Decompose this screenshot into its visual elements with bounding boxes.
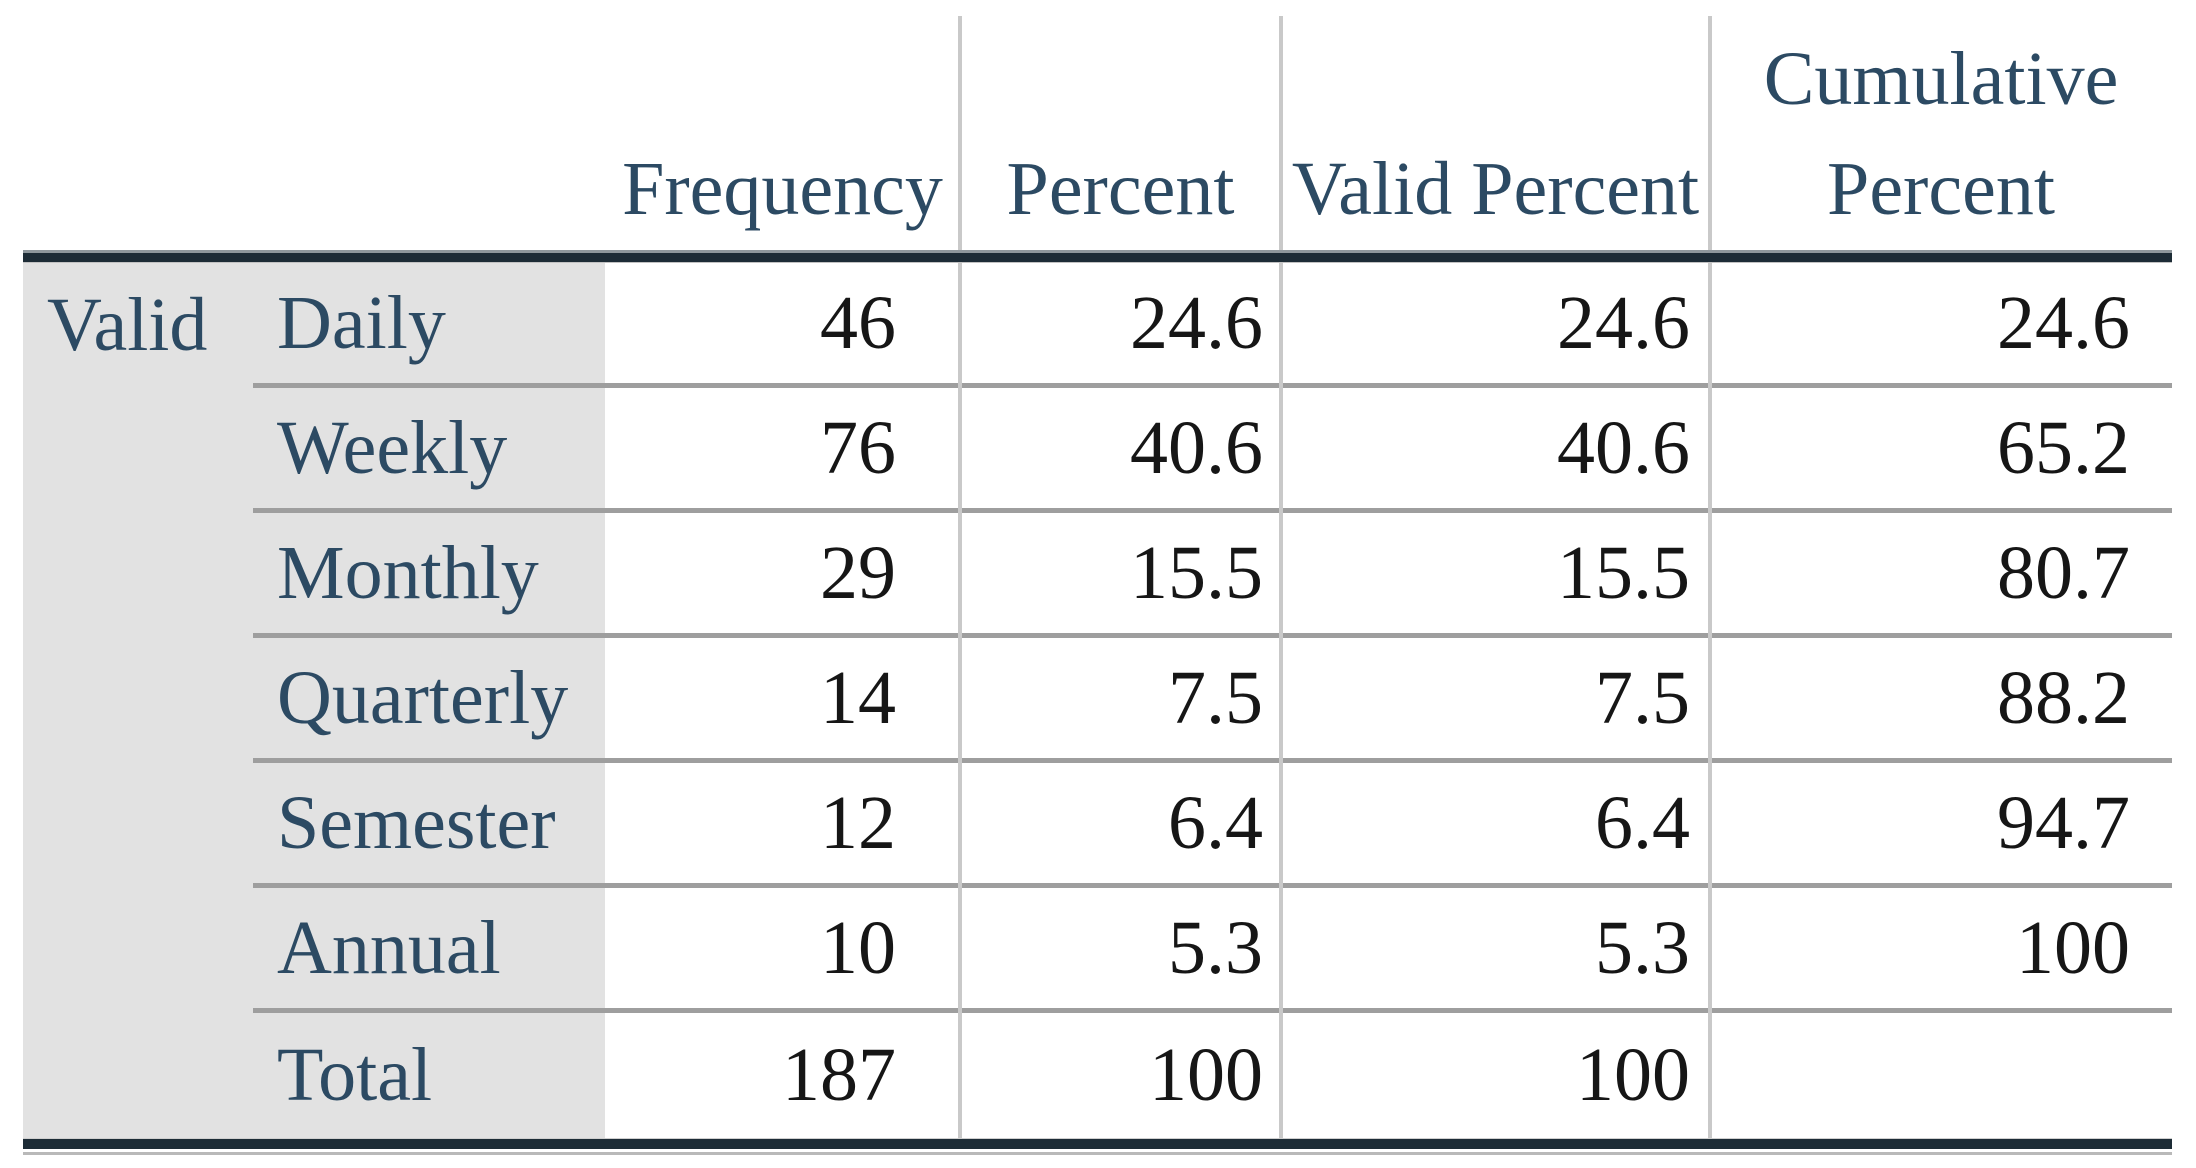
column-divider-percent-validpercent [1279,16,1283,1138]
percent-value: 100 [1149,1033,1263,1117]
table-row-semester: Semester 12 6.4 6.4 94.7 [23,763,2172,888]
cumulative-percent-value [1710,1013,2172,1138]
valid-percent-value: 7.5 [1281,638,1710,763]
stub-cell [23,888,253,1013]
header-bottom-rule [23,250,2172,263]
valid-percent-value: 15.5 [1281,513,1710,638]
row-label: Daily [253,263,605,388]
percent-value: 24.6 [960,263,1281,388]
table-body: Valid Daily 46 24.6 24.6 24.6 Weekly 76 … [23,263,2172,1138]
percent-value: 15.5 [960,513,1281,638]
percent-value: 5.3 [960,888,1281,1013]
table-row-quarterly: Quarterly 14 7.5 7.5 88.2 [23,638,2172,763]
frequency-table: Frequency Percent Valid Percent Cumulati… [23,0,2172,1155]
cumulative-percent-value: 24.6 [1710,263,2172,388]
cumulative-percent-value: 65.2 [1710,388,2172,513]
row-label: Quarterly [253,638,605,763]
cumulative-percent-value: 88.2 [1710,638,2172,763]
header-cell-valid-percent: Valid Percent [1291,147,1700,231]
header-cell-stub [23,0,253,250]
row-label: Semester [253,763,605,888]
frequency-value: 12 [605,763,960,888]
row-label: Monthly [253,513,605,638]
table-row-daily: Valid Daily 46 24.6 24.6 24.6 [23,263,2172,388]
frequency-value: 46 [605,263,960,388]
table-header-row: Frequency Percent Valid Percent Cumulati… [23,0,2172,250]
frequency-value: 187 [782,1033,896,1117]
frequency-value: 14 [605,638,960,763]
table-bottom-rule [23,1138,2172,1155]
header-cell-frequency: Frequency [622,147,943,231]
stub-cell [23,638,253,763]
row-label: Total [253,1013,605,1138]
valid-percent-value: 100 [1576,1033,1690,1117]
valid-percent-value: 24.6 [1281,263,1710,388]
stub-cell [23,388,253,513]
cumulative-percent-value: 80.7 [1710,513,2172,638]
row-label: Annual [253,888,605,1013]
column-divider-validpercent-cumulative [1708,16,1712,1138]
row-label: Weekly [253,388,605,513]
valid-percent-value: 5.3 [1281,888,1710,1013]
frequency-value: 10 [605,888,960,1013]
column-divider-frequency-percent [958,16,962,1138]
percent-value: 40.6 [960,388,1281,513]
header-cell-category [253,0,605,250]
stub-cell [23,513,253,638]
table-row-weekly: Weekly 76 40.6 40.6 65.2 [23,388,2172,513]
frequency-value: 76 [605,388,960,513]
cumulative-percent-value: 94.7 [1710,763,2172,888]
table-row-annual: Annual 10 5.3 5.3 100 [23,888,2172,1013]
table-row-total: Total 187 100 100 [23,1013,2172,1138]
stub-cell [23,763,253,888]
stub-cell [23,1013,253,1138]
stub-valid-label: Valid [23,263,253,388]
header-cell-percent: Percent [1006,147,1235,231]
header-cell-cumulative-percent: Cumulative Percent [1763,37,2119,231]
valid-percent-value: 40.6 [1281,388,1710,513]
frequency-value: 29 [605,513,960,638]
table-row-monthly: Monthly 29 15.5 15.5 80.7 [23,513,2172,638]
percent-value: 6.4 [960,763,1281,888]
valid-percent-value: 6.4 [1281,763,1710,888]
cumulative-percent-value: 100 [1710,888,2172,1013]
percent-value: 7.5 [960,638,1281,763]
